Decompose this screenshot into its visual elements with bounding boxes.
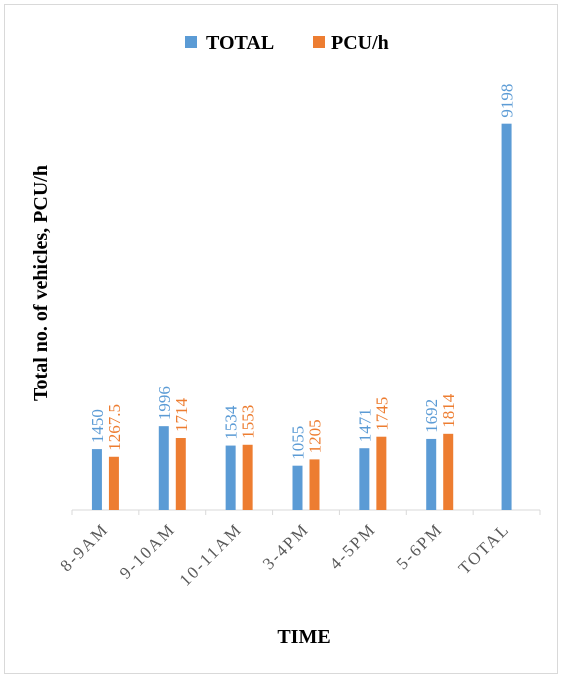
data-label-total: 1450 (88, 409, 107, 443)
x-tick-label: 4-5PM (326, 519, 380, 573)
legend-swatch-total (185, 36, 197, 48)
legend-label-total: TOTAL (206, 32, 274, 54)
x-axis-title: TIME (277, 626, 330, 648)
data-label-total: 1055 (289, 426, 308, 460)
data-label-pcu: 1267.5 (105, 404, 124, 451)
x-tick-label: 10-11AM (176, 519, 246, 589)
bar-pcu (175, 438, 186, 510)
legend: TOTAL PCU/h (185, 32, 389, 54)
data-label-pcu: 1205 (306, 419, 325, 453)
bar-pcu (108, 456, 119, 510)
x-tick-label: TOTAL (455, 519, 514, 578)
data-label-pcu: 1745 (372, 397, 391, 431)
chart-frame (4, 4, 558, 674)
data-label-pcu: 1714 (172, 398, 191, 433)
bar-pcu (309, 459, 320, 510)
bar-total (359, 448, 370, 510)
x-axis-ticks (71, 510, 541, 515)
bar-total (501, 123, 512, 511)
data-label-total: 1692 (422, 399, 441, 433)
data-label-total: 1471 (355, 408, 374, 442)
bars-group (91, 123, 512, 511)
data-label-total: 1534 (222, 405, 241, 440)
bar-total (91, 449, 102, 510)
bar-pcu (376, 436, 387, 510)
bar-total (292, 465, 303, 510)
x-tick-label: 8-9AM (56, 519, 112, 575)
bar-pcu (443, 433, 454, 510)
bar-total (426, 438, 437, 510)
bar-pcu (242, 444, 253, 510)
y-axis-title: Total no. of vehicles, PCU/h (30, 165, 52, 401)
legend-swatch-pcu (313, 36, 325, 48)
data-label-total: 1996 (155, 386, 174, 420)
x-tick-label: 5-6PM (393, 519, 447, 573)
bar-total (225, 445, 236, 510)
x-tick-label: 3-4PM (259, 519, 313, 573)
data-label-pcu: 1814 (439, 393, 458, 428)
bar-total (158, 426, 169, 510)
legend-label-pcu: PCU/h (331, 32, 389, 54)
x-tick-label: 9-10AM (116, 519, 179, 582)
data-label-total: 9198 (498, 84, 517, 118)
data-label-pcu: 1553 (239, 405, 258, 439)
